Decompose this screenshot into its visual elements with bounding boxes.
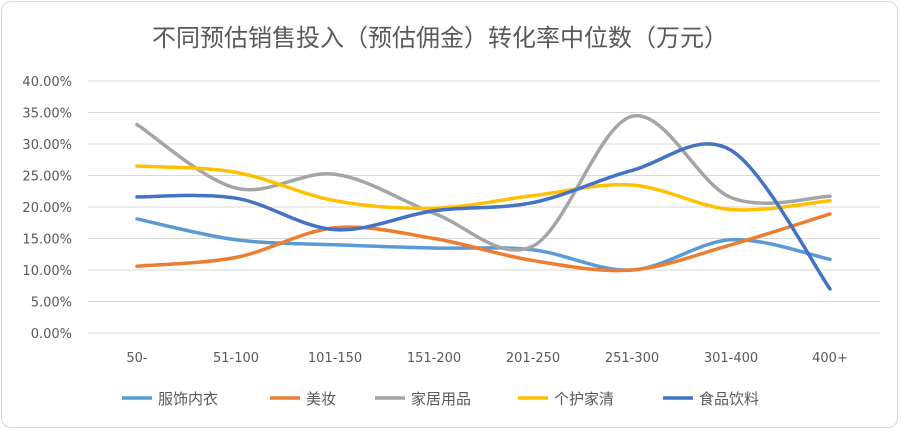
y-tick-label: 15.00% [22, 233, 72, 248]
legend-item: 服饰内衣 [122, 390, 218, 408]
chart-title: 不同预估销售投入（预估佣金）转化率中位数（万元） [152, 24, 728, 52]
series-line-食品饮料 [135, 142, 832, 291]
legend-label: 服饰内衣 [158, 390, 218, 408]
x-tick-label: 101-150 [308, 351, 362, 366]
y-tick-label: 25.00% [22, 170, 72, 185]
legend-label: 个护家清 [554, 390, 614, 408]
x-tick-label: 400+ [812, 351, 848, 366]
series-line-美妆 [135, 212, 832, 273]
x-tick-label: 151-200 [407, 351, 461, 366]
x-tick-label: 251-300 [605, 351, 659, 366]
y-tick-label: 30.00% [22, 138, 72, 153]
x-tick-label: 50- [126, 351, 148, 366]
x-tick-label: 51-100 [213, 351, 259, 366]
y-tick-label: 5.00% [31, 296, 72, 311]
series-line-个护家清 [135, 164, 832, 212]
y-tick-label: 20.00% [22, 201, 72, 216]
legend-label: 家居用品 [411, 390, 471, 408]
legend-item: 美妆 [270, 390, 336, 408]
y-tick-label: 35.00% [22, 107, 72, 122]
x-tick-label: 201-250 [506, 351, 560, 366]
legend-item: 家居用品 [375, 390, 471, 408]
legend-item: 食品饮料 [663, 390, 759, 408]
y-tick-label: 10.00% [22, 264, 72, 279]
legend-item: 个护家清 [518, 390, 614, 408]
y-tick-label: 0.00% [31, 327, 72, 342]
series-line-服饰内衣 [135, 217, 832, 272]
x-tick-label: 301-400 [704, 351, 758, 366]
y-tick-label: 40.00% [22, 75, 72, 90]
series-line-家居用品 [135, 114, 832, 252]
legend-label: 美妆 [306, 390, 336, 408]
legend-label: 食品饮料 [699, 390, 759, 408]
